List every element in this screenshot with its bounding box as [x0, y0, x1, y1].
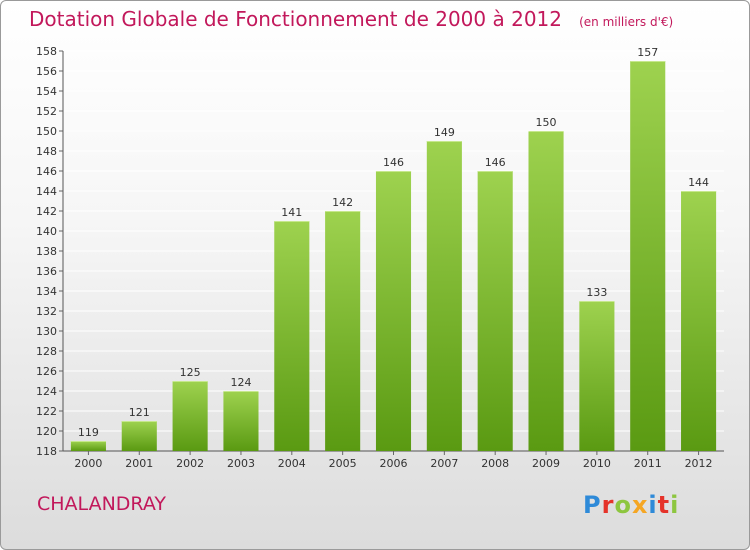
value-label: 146 — [383, 156, 404, 169]
y-tick-label: 144 — [36, 185, 57, 198]
bar-2008 — [477, 171, 513, 451]
commune-name: CHALANDRAY — [37, 493, 166, 515]
x-tick-label: 2006 — [380, 457, 408, 470]
y-tick-label: 124 — [36, 385, 57, 398]
bar-2010 — [579, 301, 615, 451]
y-tick-label: 142 — [36, 205, 57, 218]
y-tick-label: 120 — [36, 425, 57, 438]
y-tick-label: 132 — [36, 305, 57, 318]
value-label: 119 — [78, 426, 99, 439]
logo-letter: i — [670, 491, 680, 519]
x-tick-label: 2003 — [227, 457, 255, 470]
logo-letter: i — [648, 491, 658, 519]
value-label: 150 — [536, 116, 557, 129]
x-tick-label: 2010 — [583, 457, 611, 470]
x-tick-label: 2011 — [634, 457, 662, 470]
value-label: 121 — [129, 406, 150, 419]
value-label: 144 — [688, 176, 709, 189]
logo-letter: P — [583, 491, 602, 519]
y-tick-label: 158 — [36, 45, 57, 58]
y-tick-label: 126 — [36, 365, 57, 378]
x-tick-label: 2009 — [532, 457, 560, 470]
y-tick-label: 156 — [36, 65, 57, 78]
logo-letter: r — [601, 491, 615, 519]
bar-2009 — [528, 131, 564, 451]
x-tick-label: 2000 — [74, 457, 102, 470]
title-text: Dotation Globale de Fonctionnement de 20… — [29, 7, 562, 31]
proxiti-logo[interactable]: Proxiti — [583, 491, 679, 519]
logo-letter: o — [614, 491, 632, 519]
bar-2012 — [681, 191, 717, 451]
value-label: 141 — [281, 206, 302, 219]
value-label: 146 — [485, 156, 506, 169]
y-tick-label: 118 — [36, 445, 57, 458]
y-tick-label: 154 — [36, 85, 57, 98]
bar-2003 — [223, 391, 259, 451]
y-tick-label: 134 — [36, 285, 57, 298]
bar-2007 — [426, 141, 462, 451]
logo-letter: t — [657, 491, 671, 519]
value-label: 149 — [434, 126, 455, 139]
y-tick-label: 138 — [36, 245, 57, 258]
value-label: 157 — [637, 46, 658, 59]
y-tick-label: 140 — [36, 225, 57, 238]
bar-2011 — [630, 61, 666, 451]
bar-2001 — [121, 421, 157, 451]
logo-letter: x — [631, 491, 649, 519]
x-tick-label: 2001 — [125, 457, 153, 470]
x-tick-label: 2005 — [329, 457, 357, 470]
y-tick-label: 150 — [36, 125, 57, 138]
bar-2006 — [375, 171, 412, 451]
x-tick-label: 2004 — [278, 457, 306, 470]
y-tick-label: 128 — [36, 345, 57, 358]
y-tick-label: 130 — [36, 325, 57, 338]
value-label: 142 — [332, 196, 353, 209]
value-label: 125 — [180, 366, 201, 379]
bar-2005 — [325, 211, 361, 451]
y-tick-label: 146 — [36, 165, 57, 178]
labels: 119 2000 121 2001 125 2002 124 2003 141 2004 142 20… — [74, 46, 712, 470]
subtitle-text: (en milliers d'€) — [579, 15, 674, 29]
y-tick-label: 148 — [36, 145, 57, 158]
chart-title: Dotation Globale de Fonctionnement de 20… — [29, 7, 673, 31]
bar-2000 — [70, 441, 106, 451]
value-label: 124 — [230, 376, 251, 389]
y-tick-label: 122 — [36, 405, 57, 418]
y-tick-label: 136 — [36, 265, 57, 278]
bars — [70, 61, 717, 451]
x-tick-label: 2008 — [481, 457, 509, 470]
y-tick-label: 152 — [36, 105, 57, 118]
x-tick-label: 2012 — [685, 457, 713, 470]
bar-2002 — [172, 381, 208, 451]
value-label: 133 — [586, 286, 607, 299]
x-tick-label: 2007 — [430, 457, 458, 470]
x-tick-label: 2002 — [176, 457, 204, 470]
bar-2004 — [274, 221, 310, 451]
